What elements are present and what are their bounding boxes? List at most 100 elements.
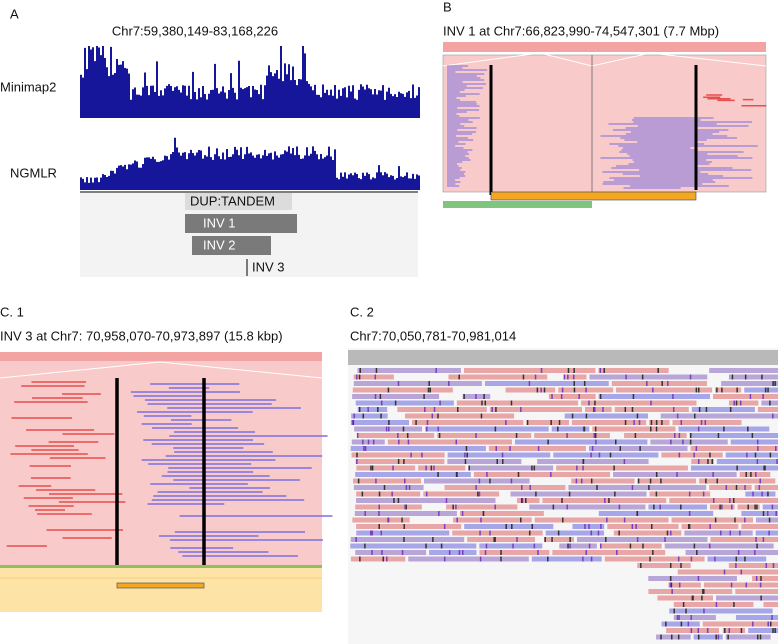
mismatch [608,498,610,503]
mismatch [673,608,675,614]
mismatch [590,452,592,458]
mismatch [445,498,448,503]
mismatch [754,504,756,510]
mismatch [479,556,482,562]
mismatch [760,576,762,581]
read [446,504,518,510]
mismatch [701,595,703,601]
mismatch [707,459,709,464]
mismatch [755,576,758,581]
read [613,472,737,477]
read [479,543,543,549]
mismatch [378,511,380,516]
mismatch [375,368,378,373]
mismatch [501,459,504,464]
mismatch [717,634,720,640]
read [353,374,394,380]
read [553,452,659,458]
read [350,556,406,562]
mismatch [480,517,482,523]
mismatch [377,407,379,412]
mismatch [704,420,707,425]
read [690,465,778,471]
read [754,485,778,490]
mismatch [764,387,767,393]
mismatch [364,446,367,451]
mismatch [665,621,667,627]
mismatch [693,543,696,549]
mismatch [694,413,696,419]
read [673,602,754,607]
read [668,582,701,588]
mismatch [529,485,531,490]
read [397,407,487,412]
read [357,407,388,412]
read [418,465,466,471]
feature-label: INV 1 [203,215,236,230]
read [356,524,462,529]
mismatch [729,407,732,412]
mismatch [659,504,661,510]
mismatch [631,407,634,412]
mismatch [375,478,377,484]
read [355,472,471,477]
mismatch [448,381,450,386]
mismatch [378,524,380,529]
mismatch [648,485,650,490]
mismatch [525,498,527,503]
mismatch [615,439,617,445]
dup-bar [443,201,592,208]
read [611,381,707,386]
mismatch [437,472,439,477]
annotation-track [0,568,322,612]
mismatch [642,543,644,549]
read [648,504,708,510]
mismatch [708,543,711,549]
mismatch [437,413,439,419]
mismatch [772,628,774,633]
mismatch [653,504,655,510]
mismatch [489,530,491,536]
mismatch [426,426,428,432]
mismatch [655,426,658,432]
mismatch [636,537,639,542]
read [613,530,682,536]
mismatch [369,530,372,536]
mismatch [760,595,762,601]
mismatch [759,634,762,640]
mismatch [745,472,747,477]
mismatch [583,381,586,386]
mismatch [763,465,765,471]
mismatch [689,439,692,445]
mismatch [495,446,498,451]
mismatch [732,498,735,503]
mismatch [456,517,458,523]
mismatch [386,556,388,562]
mismatch [403,459,405,464]
mismatch [690,615,693,620]
mismatch [599,543,602,549]
mismatch [754,452,757,458]
mismatch [762,511,765,516]
mismatch [761,491,763,497]
mismatch [682,439,684,445]
mismatch [582,556,584,562]
mismatch [678,615,680,620]
read [755,530,778,536]
read [514,439,648,445]
mismatch [557,530,560,536]
mismatch [670,634,673,640]
coverage [348,350,778,365]
mismatch [762,394,764,399]
mismatch [735,400,738,406]
read [468,465,554,471]
panel-label: C. 2 [350,304,374,319]
mismatch [528,530,531,536]
mismatch [719,504,721,510]
mismatch [521,485,523,490]
read [728,374,778,380]
read [355,550,427,555]
mismatch [729,498,731,503]
mismatch [688,491,691,497]
mismatch [438,433,441,438]
